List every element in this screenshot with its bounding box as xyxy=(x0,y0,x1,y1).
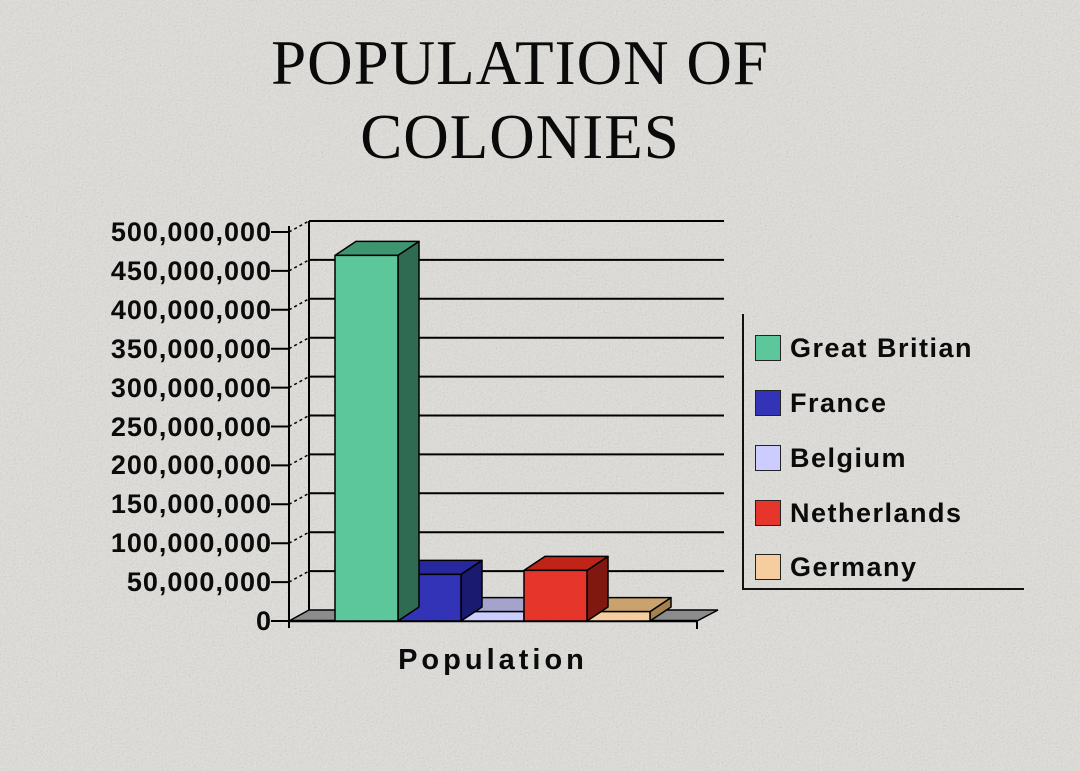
y-axis-label: 100,000,000 xyxy=(110,528,272,559)
y-axis-label: 250,000,000 xyxy=(110,411,272,442)
y-axis-label: 300,000,000 xyxy=(110,372,272,403)
chart-title-line-1: POPULATION OF xyxy=(271,28,769,98)
legend-label: Great Britian xyxy=(790,332,974,363)
chart-title: POPULATION OF COLONIES xyxy=(140,26,900,174)
legend-swatch-france xyxy=(755,390,781,416)
legend-item-belgium: Belgium xyxy=(744,441,907,475)
legend-item-netherlands: Netherlands xyxy=(744,496,963,530)
legend-item-germany: Germany xyxy=(744,550,918,584)
y-axis-label: 150,000,000 xyxy=(110,489,272,520)
y-axis-label: 350,000,000 xyxy=(110,333,272,364)
y-axis-label: 500,000,000 xyxy=(110,217,272,247)
y-axis-label: 0 xyxy=(255,606,272,636)
x-axis-label: Population xyxy=(398,644,588,676)
legend-label: France xyxy=(790,387,888,418)
chart-title-line-2: COLONIES xyxy=(360,102,680,172)
legend-label: Netherlands xyxy=(790,497,963,528)
y-axis-label: 200,000,000 xyxy=(110,450,272,481)
legend-item-great-britian: Great Britian xyxy=(744,331,973,365)
legend-swatch-great-britian xyxy=(755,335,781,361)
legend-label: Belgium xyxy=(790,442,908,473)
legend-swatch-germany xyxy=(755,554,781,580)
legend-swatch-netherlands xyxy=(755,500,781,526)
y-axis-label: 450,000,000 xyxy=(110,255,272,286)
legend-swatch-belgium xyxy=(755,445,781,471)
legend-item-france: France xyxy=(744,386,888,420)
y-axis-label: 50,000,000 xyxy=(126,567,272,598)
legend-label: Germany xyxy=(790,551,918,582)
y-axis-label: 400,000,000 xyxy=(110,294,272,325)
legend: Great Britian France Belgium Netherlands Ger… xyxy=(742,314,1024,590)
